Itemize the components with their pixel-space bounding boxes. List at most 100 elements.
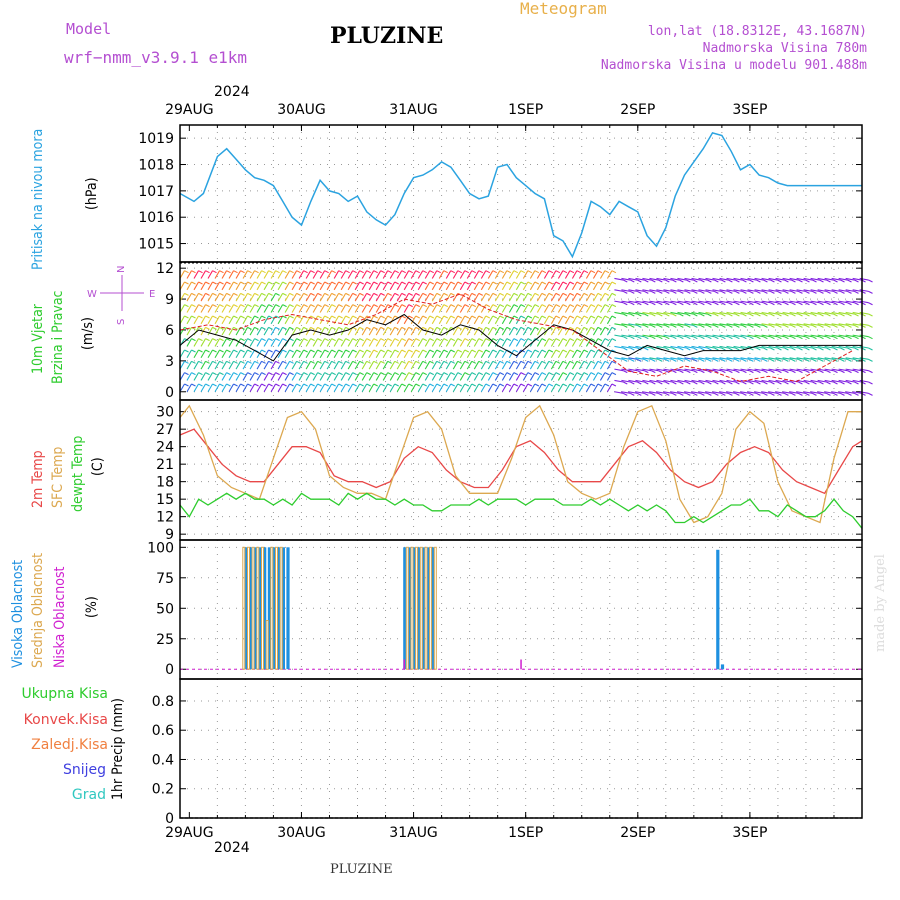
wind-barb <box>221 293 228 302</box>
wind-barb-feather <box>380 281 385 285</box>
wind-barb-feather <box>728 347 733 351</box>
wind-barb <box>186 304 192 313</box>
wind-barb-feather <box>665 302 670 306</box>
wind-barb-feather <box>812 381 817 385</box>
wind-barb <box>438 315 445 325</box>
wind-barb-feather <box>219 326 224 330</box>
wind-barb-feather <box>686 336 691 340</box>
wind-barb-feather <box>282 304 287 308</box>
wind-barb <box>487 361 494 370</box>
wind-barb-feather <box>317 338 322 342</box>
wind-barb <box>515 327 522 336</box>
wind-barb <box>557 372 564 381</box>
wind-barb <box>312 383 319 393</box>
wind-barb-feather <box>387 338 392 342</box>
wind-barb <box>214 304 221 313</box>
wind-barb-feather <box>644 279 649 283</box>
wind-barb <box>656 368 666 372</box>
wind-barb-feather <box>644 336 649 340</box>
wind-barb-feather <box>422 338 427 342</box>
wind-barb <box>326 361 333 370</box>
wind-barb <box>649 289 659 292</box>
wind-barb <box>796 334 806 338</box>
wind-barb-feather <box>868 302 873 306</box>
wind-barb <box>859 345 869 349</box>
wind-barb <box>536 383 543 393</box>
wind-barb <box>228 338 235 347</box>
wind-barb-feather <box>464 304 470 308</box>
wind-barb-feather <box>672 279 677 283</box>
wind-barb-feather <box>212 372 217 376</box>
wind-barb-feather <box>534 360 540 364</box>
wind-barb-feather <box>387 270 392 274</box>
wind-barb-feather <box>819 336 824 340</box>
wind-barb <box>389 270 396 279</box>
wind-barb <box>340 304 347 313</box>
wind-barb <box>298 270 305 279</box>
wind-barb <box>242 293 249 302</box>
wind-barb <box>354 281 361 291</box>
wind-barb <box>705 379 715 383</box>
wind-barb <box>312 349 319 359</box>
wind-barb-feather <box>324 338 329 342</box>
wind-barb <box>284 270 291 279</box>
wind-barb <box>621 391 631 394</box>
wind-barb <box>347 304 354 313</box>
wind-barb-feather <box>735 347 740 351</box>
wind-barb <box>536 270 543 279</box>
wind-barb <box>536 304 543 313</box>
wind-barb <box>817 300 827 304</box>
wind-barb <box>684 334 694 338</box>
wind-barb <box>592 372 599 381</box>
wind-barb-feather <box>282 315 287 319</box>
wind-barb-feather <box>373 338 378 342</box>
wind-barb-feather <box>219 315 224 319</box>
wind-barb-feather <box>443 372 448 376</box>
wind-barb-feather <box>184 315 189 319</box>
wind-barb <box>375 338 382 347</box>
wind-barb <box>803 334 813 338</box>
wind-barb-feather <box>415 349 420 353</box>
wind-barb <box>628 277 638 281</box>
wind-barb-feather <box>485 349 491 353</box>
wind-barb <box>438 349 445 359</box>
wind-barb-feather <box>611 281 617 285</box>
wind-barb-feather <box>693 279 698 283</box>
wind-barb <box>193 281 199 291</box>
wind-barb <box>852 391 862 394</box>
wind-barb-feather <box>303 326 308 330</box>
wind-barb-feather <box>833 302 838 306</box>
wind-barb <box>361 281 368 291</box>
wind-barb-feather <box>756 370 761 374</box>
wind-barb-feather <box>254 326 259 330</box>
wind-barb-feather <box>868 347 873 351</box>
wind-barb <box>312 361 319 370</box>
wind-barb-feather <box>205 270 210 274</box>
wind-barb <box>242 349 249 359</box>
wind-barb-feather <box>212 270 217 274</box>
wind-barb <box>831 379 841 383</box>
wind-barb-feather <box>763 302 768 306</box>
wind-barb <box>705 345 715 349</box>
wind-barb <box>761 391 771 394</box>
y-tick-label: 1019 <box>138 131 174 147</box>
wind-barb <box>754 300 764 304</box>
wind-barb <box>389 338 396 347</box>
wind-barb-feather <box>380 338 385 342</box>
wind-barb <box>361 315 368 325</box>
wind-barb <box>522 315 529 325</box>
wind-barb-feather <box>401 270 406 274</box>
wind-barb-feather <box>282 270 287 274</box>
wind-barb <box>592 327 599 336</box>
wind-barb-feather <box>847 392 852 396</box>
wind-barb-feather <box>205 372 210 376</box>
wind-barb <box>298 338 305 347</box>
wind-barb-feather <box>485 338 491 342</box>
wind-barb-feather <box>275 360 280 364</box>
wind-barb-feather <box>254 349 259 353</box>
wind-barb-feather <box>401 304 406 308</box>
wind-barb-feather <box>868 313 873 317</box>
wind-barb-feather <box>658 313 663 317</box>
wind-barb <box>585 270 592 279</box>
mid-cloud-bar <box>275 546 278 670</box>
